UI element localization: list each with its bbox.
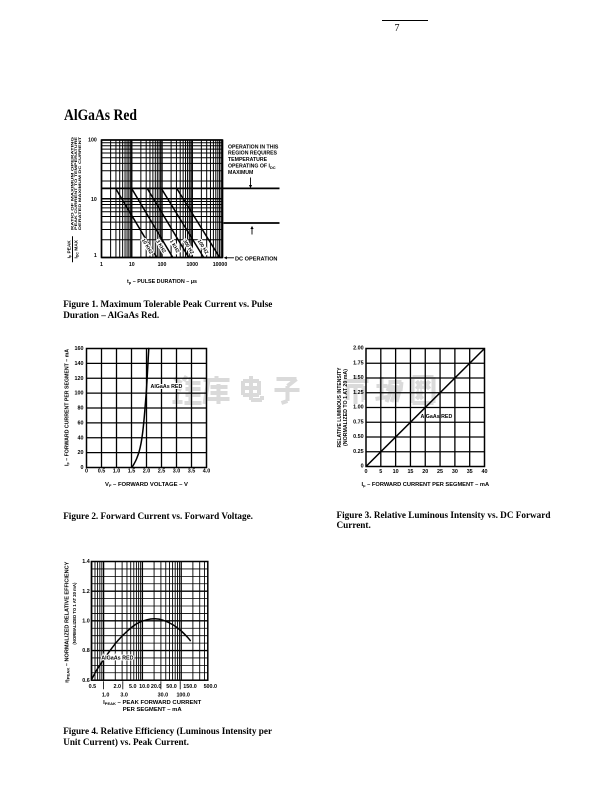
svg-text:20.0: 20.0 — [151, 684, 162, 690]
svg-text:500.0: 500.0 — [204, 684, 218, 690]
svg-text:10: 10 — [393, 469, 399, 475]
svg-text:RELATIVE LUMINOUS INTENSITY: RELATIVE LUMINOUS INTENSITY — [337, 367, 343, 448]
svg-text:4.0: 4.0 — [203, 468, 211, 474]
svg-text:30.0: 30.0 — [158, 693, 169, 699]
svg-text:1: 1 — [100, 262, 103, 268]
svg-text:3.0: 3.0 — [173, 468, 181, 474]
svg-text:10: 10 — [129, 262, 135, 268]
svg-text:1: 1 — [94, 253, 97, 259]
svg-text:100: 100 — [75, 391, 84, 397]
svg-text:TEMPERATURE: TEMPERATURE — [228, 157, 268, 163]
svg-text:0.5: 0.5 — [89, 684, 97, 690]
svg-text:1.25: 1.25 — [353, 390, 364, 396]
svg-text:1000: 1000 — [186, 262, 198, 268]
svg-text:80: 80 — [78, 406, 84, 412]
svg-text:1.2: 1.2 — [82, 589, 90, 595]
svg-text:30: 30 — [452, 469, 458, 475]
svg-text:3 KHZ: 3 KHZ — [154, 239, 166, 254]
svg-text:0.75: 0.75 — [353, 419, 364, 425]
svg-text:ηPEAK – NORMALIZED RELATIVE EF: ηPEAK – NORMALIZED RELATIVE EFFICIENCY — [65, 561, 71, 683]
svg-text:IDC MAX: IDC MAX — [74, 239, 80, 258]
svg-text:2.5: 2.5 — [158, 468, 166, 474]
svg-text:1.00: 1.00 — [353, 405, 364, 411]
svg-text:1.0: 1.0 — [102, 693, 110, 699]
svg-text:AlGaAs RED: AlGaAs RED — [421, 414, 453, 420]
svg-text:AlGaAs RED: AlGaAs RED — [151, 384, 183, 390]
svg-text:15: 15 — [407, 469, 413, 475]
svg-text:100.0: 100.0 — [176, 693, 190, 699]
svg-text:5.0: 5.0 — [129, 684, 137, 690]
svg-text:1.50: 1.50 — [353, 375, 364, 381]
svg-text:0.6: 0.6 — [82, 678, 90, 684]
svg-text:0.8: 0.8 — [82, 648, 90, 654]
svg-text:AlGaAs RED: AlGaAs RED — [101, 656, 133, 662]
svg-text:1.4: 1.4 — [82, 559, 90, 565]
svg-text:0.50: 0.50 — [353, 434, 364, 440]
svg-text:(NORMALIZED TO 1 AT 20 mA): (NORMALIZED TO 1 AT 20 mA) — [72, 582, 77, 644]
svg-text:PEAK CURRENT TO TEMPERATURE: PEAK CURRENT TO TEMPERATURE — [73, 137, 78, 230]
svg-text:1.0: 1.0 — [82, 618, 90, 624]
svg-text:0.5: 0.5 — [98, 468, 106, 474]
svg-text:0.25: 0.25 — [353, 449, 364, 455]
svg-text:AlGaAs RED: AlGaAs RED — [101, 656, 133, 662]
svg-text:tp – PULSE DURATION – μs: tp – PULSE DURATION – μs — [127, 279, 197, 285]
svg-text:150.0: 150.0 — [183, 684, 197, 690]
svg-text:OPERATION IN THIS: OPERATION IN THIS — [228, 144, 279, 150]
svg-text:100: 100 — [158, 262, 167, 268]
svg-text:160: 160 — [75, 346, 84, 352]
svg-text:1.5: 1.5 — [128, 468, 136, 474]
svg-text:50.0: 50.0 — [166, 684, 177, 690]
svg-text:0: 0 — [81, 465, 84, 471]
svg-text:(NORMALIZED TO 1 AT 20 mA): (NORMALIZED TO 1 AT 20 mA) — [343, 369, 349, 446]
svg-text:2.0: 2.0 — [114, 684, 122, 690]
svg-text:1.75: 1.75 — [353, 360, 364, 366]
svg-text:3.5: 3.5 — [188, 468, 196, 474]
svg-text:AlGaAs RED: AlGaAs RED — [151, 384, 183, 390]
svg-text:IPEAK – PEAK FORWARD CURRENT: IPEAK – PEAK FORWARD CURRENT — [103, 700, 201, 706]
svg-text:3.0: 3.0 — [120, 693, 128, 699]
svg-text:REGION REQUIRES: REGION REQUIRES — [228, 151, 278, 157]
svg-text:0: 0 — [85, 468, 88, 474]
svg-text:IF PEAK: IF PEAK — [67, 240, 73, 259]
svg-text:140: 140 — [75, 361, 84, 367]
svg-text:120: 120 — [75, 376, 84, 382]
svg-text:25: 25 — [437, 469, 443, 475]
svg-text:100: 100 — [88, 137, 97, 143]
svg-text:40: 40 — [78, 435, 84, 441]
svg-text:0: 0 — [361, 464, 364, 470]
svg-text:OPERATING OF IDC: OPERATING OF IDC — [228, 164, 276, 170]
svg-text:VF – FORWARD VOLTAGE – V: VF – FORWARD VOLTAGE – V — [105, 482, 188, 488]
svg-text:40: 40 — [482, 469, 488, 475]
svg-text:IF – FORWARD CURRENT PER SEGME: IF – FORWARD CURRENT PER SEGMENT – mA — [362, 482, 490, 488]
svg-text:RATIO OF MAXIMUM OPERATING: RATIO OF MAXIMUM OPERATING — [70, 137, 75, 230]
svg-text:60: 60 — [78, 420, 84, 426]
svg-text:35: 35 — [467, 469, 473, 475]
svg-text:2.0: 2.0 — [143, 468, 151, 474]
svg-text:20: 20 — [422, 469, 428, 475]
svg-text:0: 0 — [365, 469, 368, 475]
svg-text:DERATED MAXIMUM DC CURRENT: DERATED MAXIMUM DC CURRENT — [77, 136, 82, 230]
svg-text:DC OPERATION: DC OPERATION — [235, 256, 277, 262]
svg-text:1.0: 1.0 — [113, 468, 121, 474]
svg-text:10000: 10000 — [213, 262, 228, 268]
svg-text:PER SEGMENT – mA: PER SEGMENT – mA — [123, 707, 183, 713]
svg-text:20: 20 — [78, 450, 84, 456]
svg-text:MAXIMUM: MAXIMUM — [228, 170, 253, 176]
svg-text:10: 10 — [91, 197, 97, 203]
svg-text:2.00: 2.00 — [353, 346, 364, 352]
svg-text:5: 5 — [379, 469, 382, 475]
svg-text:IF – FORWARD CURRENT PER SEGME: IF – FORWARD CURRENT PER SEGMENT – mA — [64, 349, 70, 466]
svg-text:10.0: 10.0 — [139, 684, 150, 690]
